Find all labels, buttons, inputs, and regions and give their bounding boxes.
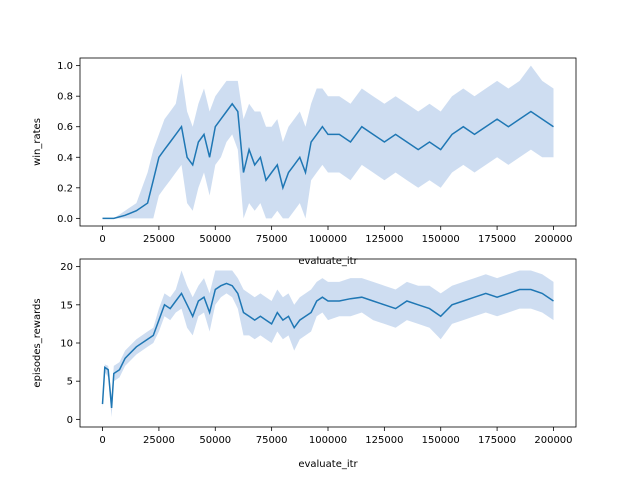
episodes-rewards-x-ticks: 0 25000 50000 75000 100000 125000 150000 175000…	[99, 427, 573, 446]
x-tick-label: 200000	[534, 234, 572, 245]
y-tick-label: 0.2	[57, 183, 73, 194]
x-tick-label: 50000	[199, 435, 231, 446]
episodes-rewards-line	[101, 282, 554, 408]
y-tick-label: 1.0	[57, 61, 73, 72]
y-tick-label: 10	[60, 339, 73, 350]
win-rates-y-ticks: 0.0 0.2 0.4 0.6 0.8 1.0	[57, 61, 80, 225]
episodes-rewards-x-label: evaluate_itr	[298, 459, 358, 470]
win-rates-x-label: evaluate_itr	[298, 256, 358, 267]
episodes-rewards-band	[102, 270, 554, 418]
y-tick-label: 5	[67, 377, 73, 388]
episodes-rewards-y-ticks: 0 5 10 15 20	[60, 262, 80, 426]
win-rates-subplot: 0 25000 50000 75000 100000 125000 150000 175000…	[32, 57, 577, 267]
x-tick-label: 125000	[365, 234, 403, 245]
x-tick-label: 200000	[534, 435, 572, 446]
win-rates-y-label: win_rates	[32, 118, 43, 166]
x-tick-label: 100000	[309, 234, 347, 245]
y-tick-label: 0.0	[57, 214, 73, 225]
y-tick-label: 20	[60, 262, 73, 273]
x-tick-label: 175000	[478, 435, 516, 446]
y-tick-label: 0.4	[57, 153, 73, 164]
x-tick-label: 75000	[256, 435, 288, 446]
y-tick-label: 0.8	[57, 92, 73, 103]
x-tick-label: 75000	[256, 234, 288, 245]
x-tick-label: 0	[99, 234, 105, 245]
x-tick-label: 25000	[143, 234, 175, 245]
win-rates-band	[102, 65, 554, 219]
x-tick-label: 0	[99, 435, 105, 446]
win-rates-line	[102, 102, 554, 220]
y-tick-label: 15	[60, 300, 73, 311]
y-tick-label: 0	[67, 415, 73, 426]
win-rates-x-ticks: 0 25000 50000 75000 100000 125000 150000 175000…	[99, 226, 573, 245]
episodes-rewards-subplot: 0 25000 50000 75000 100000 125000 150000 175000…	[32, 258, 577, 470]
x-tick-label: 125000	[365, 435, 403, 446]
y-tick-label: 0.6	[57, 122, 73, 133]
x-tick-label: 175000	[478, 234, 516, 245]
x-tick-label: 25000	[143, 435, 175, 446]
x-tick-label: 150000	[422, 435, 460, 446]
x-tick-label: 100000	[309, 435, 347, 446]
x-tick-label: 150000	[422, 234, 460, 245]
x-tick-label: 50000	[199, 234, 231, 245]
episodes-rewards-y-label: episodes_rewards	[32, 298, 43, 387]
